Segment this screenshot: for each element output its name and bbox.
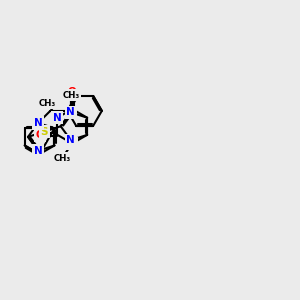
Text: N: N [66, 107, 75, 117]
Text: N: N [68, 139, 77, 148]
Text: CH₃: CH₃ [53, 154, 70, 163]
Text: S: S [40, 127, 48, 136]
Text: CH₃: CH₃ [38, 99, 56, 108]
Text: O: O [36, 130, 45, 140]
Text: N: N [34, 146, 43, 156]
Text: N: N [53, 113, 62, 123]
Text: CH₃: CH₃ [62, 91, 80, 100]
Text: N: N [34, 118, 43, 128]
Text: O: O [68, 87, 77, 97]
Text: N: N [66, 135, 75, 145]
